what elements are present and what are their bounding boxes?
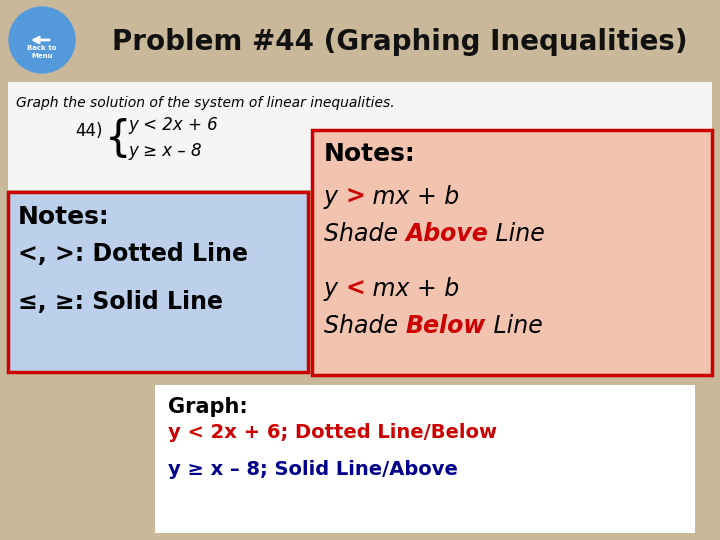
Text: 44): 44) bbox=[75, 122, 102, 140]
Bar bbox=[312, 130, 712, 375]
Circle shape bbox=[9, 7, 75, 73]
Text: y: y bbox=[324, 185, 346, 209]
Text: {: { bbox=[105, 118, 132, 160]
Text: Shade: Shade bbox=[324, 222, 405, 246]
Text: ≤, ≥: Solid Line: ≤, ≥: Solid Line bbox=[18, 290, 223, 314]
Bar bbox=[155, 385, 695, 533]
Text: Line: Line bbox=[488, 222, 545, 246]
Text: y: y bbox=[324, 277, 346, 301]
Text: Graph:: Graph: bbox=[168, 397, 248, 417]
Bar bbox=[8, 82, 712, 190]
Text: y < 2x + 6: y < 2x + 6 bbox=[128, 116, 217, 134]
Text: <, >: Dotted Line: <, >: Dotted Line bbox=[18, 242, 248, 266]
Text: Back to
Menu: Back to Menu bbox=[27, 45, 57, 58]
Text: >: > bbox=[346, 185, 365, 209]
Text: Above: Above bbox=[405, 222, 488, 246]
Text: Line: Line bbox=[486, 314, 542, 338]
Text: Notes:: Notes: bbox=[18, 205, 109, 229]
Text: Below: Below bbox=[405, 314, 486, 338]
Text: y < 2x + 6; Dotted Line/Below: y < 2x + 6; Dotted Line/Below bbox=[168, 423, 497, 442]
Text: y ≥ x – 8; Solid Line/Above: y ≥ x – 8; Solid Line/Above bbox=[168, 460, 458, 479]
Bar bbox=[8, 192, 308, 372]
Text: mx + b: mx + b bbox=[365, 185, 459, 209]
Text: Problem #44 (Graphing Inequalities): Problem #44 (Graphing Inequalities) bbox=[112, 28, 688, 56]
Text: Notes:: Notes: bbox=[324, 142, 415, 166]
Text: Graph the solution of the system of linear inequalities.: Graph the solution of the system of line… bbox=[16, 96, 395, 110]
Text: mx + b: mx + b bbox=[365, 277, 459, 301]
Text: Shade: Shade bbox=[324, 314, 405, 338]
Text: y ≥ x – 8: y ≥ x – 8 bbox=[128, 142, 202, 160]
Text: <: < bbox=[346, 277, 365, 301]
